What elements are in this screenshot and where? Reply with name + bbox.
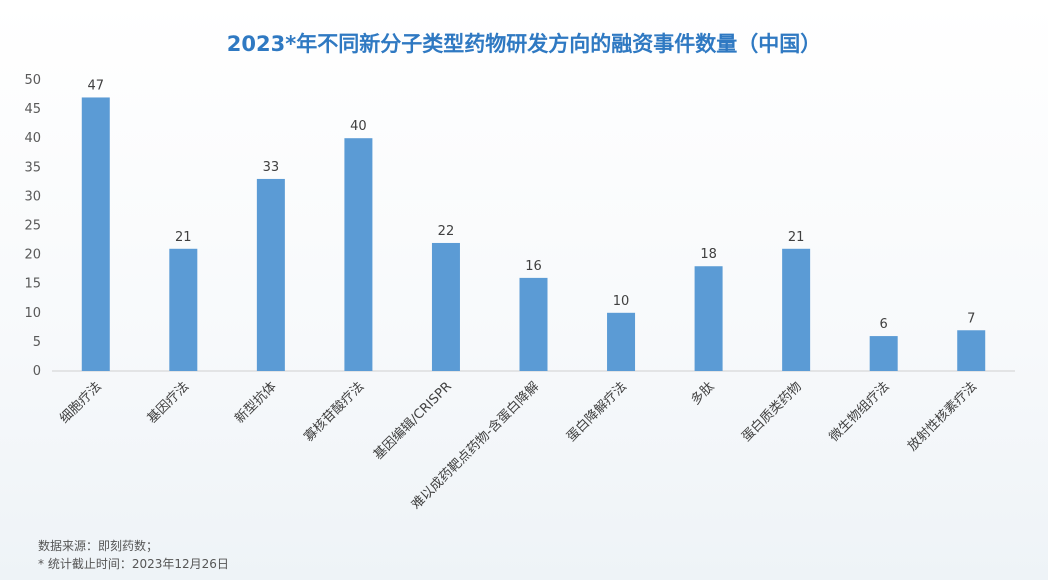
x-tick-label: 细胞疗法: [57, 379, 104, 426]
data-label: 16: [525, 259, 542, 274]
bar: [782, 248, 811, 371]
y-tick-label: 50: [24, 73, 41, 88]
y-tick-label: 20: [24, 248, 41, 263]
chart-title: 2023*年不同新分子类型药物研发方向的融资事件数量（中国）: [226, 32, 822, 56]
data-label: 6: [880, 317, 888, 332]
bar: [81, 97, 110, 372]
data-label: 10: [613, 294, 630, 309]
data-label: 47: [87, 78, 104, 93]
footnote-cutoff: * 统计截止时间：2023年12月26日: [38, 557, 229, 571]
value-labels: 47 21 33 40 22 16 10 18 21 6 7: [87, 78, 975, 332]
bar: [431, 242, 460, 371]
x-tick-label: 新型抗体: [232, 379, 280, 427]
x-tick-label: 放射性核素疗法: [904, 379, 980, 455]
data-label: 18: [700, 247, 717, 262]
x-tick-label: 多肽: [688, 379, 718, 409]
y-tick-label: 25: [24, 219, 41, 234]
footnote-source: 数据来源：即刻药数；: [38, 539, 159, 553]
y-tick-label: 5: [33, 335, 41, 350]
y-tick-label: 45: [24, 102, 41, 117]
bar: [344, 138, 373, 371]
y-tick-label: 35: [24, 160, 41, 175]
x-tick-label: 微生物组疗法: [827, 379, 893, 445]
x-tick-label: 基因编辑/CRISPR: [371, 379, 455, 463]
bar: [169, 248, 198, 371]
data-label: 21: [788, 230, 805, 245]
data-label: 7: [967, 311, 975, 326]
data-label: 33: [263, 160, 280, 175]
bar: [957, 330, 986, 371]
x-tick-label: 寡核苷酸疗法: [301, 379, 367, 445]
x-axis-labels: 细胞疗法 基因疗法 新型抗体 寡核苷酸疗法 基因编辑/CRISPR难以成药靶点药物-含蛋…: [57, 379, 980, 513]
y-tick-label: 40: [24, 131, 41, 146]
x-tick-label: 基因疗法: [145, 379, 192, 426]
bar: [256, 178, 285, 371]
data-label: 22: [438, 224, 455, 239]
bars: [81, 97, 986, 372]
data-label: 40: [350, 119, 367, 134]
bar: [694, 266, 723, 371]
y-tick-label: 0: [33, 364, 41, 379]
bar: [519, 277, 548, 371]
data-label: 21: [175, 230, 192, 245]
bar: [869, 336, 898, 371]
x-tick-label: 蛋白质类药物: [738, 379, 804, 445]
bar: [607, 312, 636, 371]
y-tick-label: 30: [24, 189, 41, 204]
y-tick-label: 10: [24, 306, 41, 321]
y-tick-label: 15: [24, 277, 41, 292]
y-axis-ticks: 0 5 10 15 20 25 30 35 40 45 50: [24, 73, 41, 379]
x-tick-label: 蛋白降解疗法: [563, 379, 629, 445]
